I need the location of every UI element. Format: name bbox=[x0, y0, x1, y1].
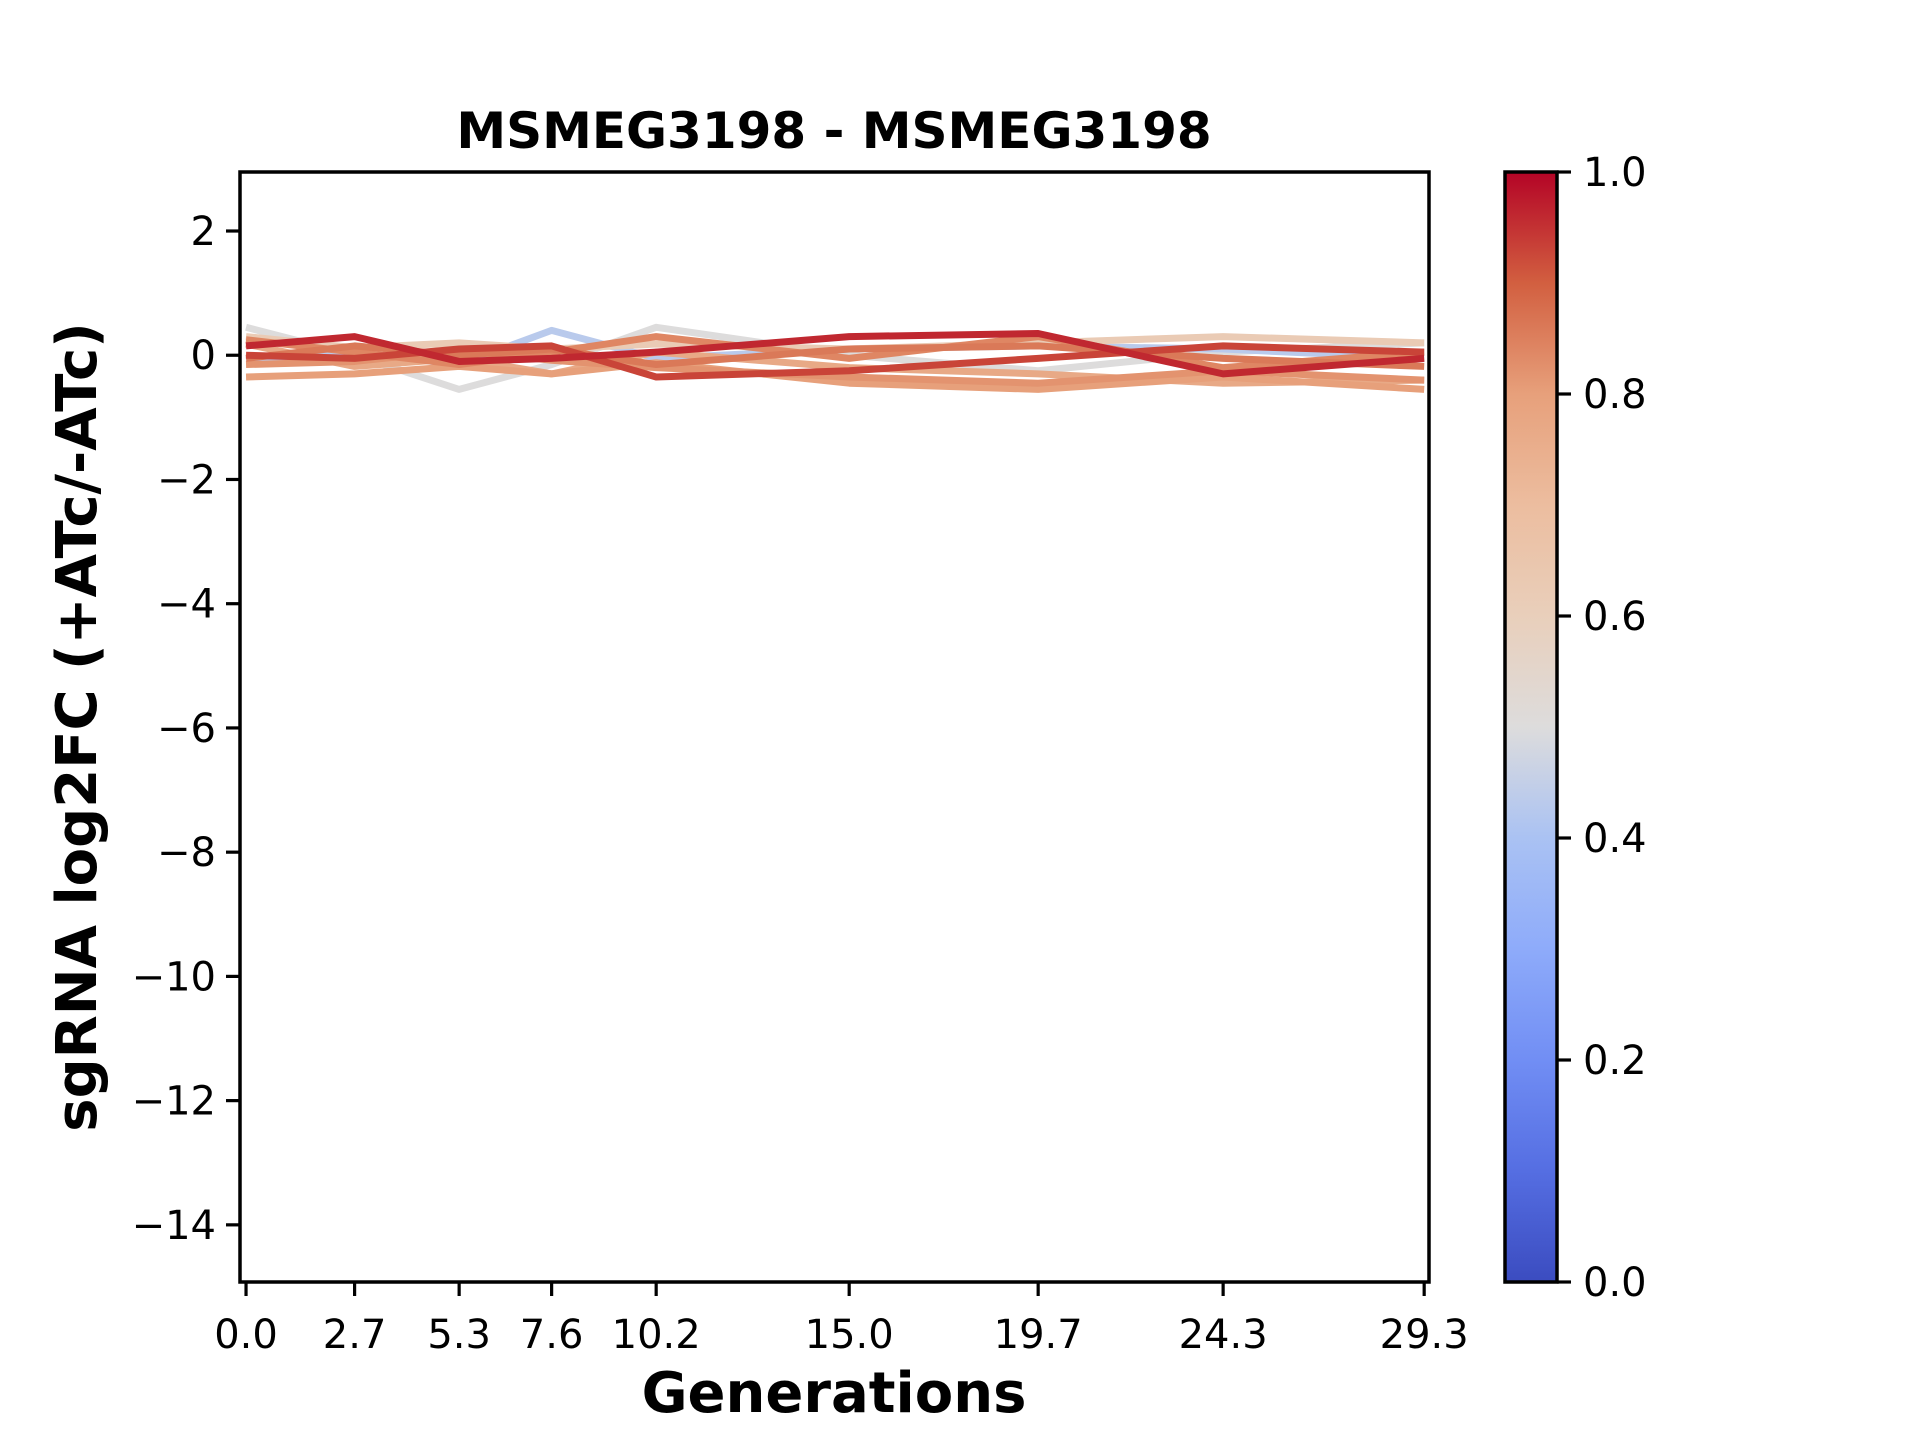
x-tick-label: 15.0 bbox=[805, 1312, 894, 1358]
x-tick-label: 10.2 bbox=[612, 1312, 701, 1358]
x-tick-label: 24.3 bbox=[1179, 1312, 1268, 1358]
colorbar-tick-label: 0.2 bbox=[1583, 1038, 1647, 1084]
sgrna-line-line-10 bbox=[245, 329, 1425, 378]
sgrna-line-line-8 bbox=[245, 342, 1425, 370]
colorbar-tick-label: 0.6 bbox=[1583, 594, 1647, 640]
x-axis-label: Generations bbox=[642, 1361, 1027, 1426]
y-tick-label: −4 bbox=[157, 582, 216, 628]
sgrna-line-line-9 bbox=[245, 342, 1425, 381]
y-tick-label: 0 bbox=[191, 333, 216, 379]
y-axis: 2 0 −2 −4 −6 −8 −10 −12 −14 bbox=[132, 209, 240, 1249]
x-tick-label: 29.3 bbox=[1380, 1312, 1469, 1358]
y-tick-label: −2 bbox=[157, 457, 216, 503]
plot-lines bbox=[245, 323, 1425, 393]
x-tick-label: 19.7 bbox=[994, 1312, 1083, 1358]
y-tick-label: −10 bbox=[132, 954, 216, 1000]
y-tick-label: −8 bbox=[157, 830, 216, 876]
y-tick-label: −6 bbox=[157, 706, 216, 752]
colorbar-swatch bbox=[1505, 172, 1557, 1282]
colorbar-frame bbox=[1503, 170, 1559, 1284]
colorbar-tick-label: 1.0 bbox=[1583, 150, 1647, 196]
colorbar-tick-label: 0.4 bbox=[1583, 816, 1647, 862]
y-tick-label: 2 bbox=[191, 209, 216, 255]
y-tick-label: −12 bbox=[132, 1079, 216, 1125]
x-tick-label: 0.0 bbox=[214, 1312, 278, 1358]
y-axis-label: sgRNA log2FC (+ATc/-ATc) bbox=[45, 322, 110, 1132]
x-tick-label: 2.7 bbox=[323, 1312, 387, 1358]
x-tick-label: 5.3 bbox=[427, 1312, 491, 1358]
x-axis: 0.0 2.7 5.3 7.6 10.2 15.0 19.7 24.3 29.3 bbox=[214, 1282, 1469, 1358]
colorbar: 0.0 0.2 0.4 0.6 0.8 1.0 bbox=[1503, 150, 1647, 1306]
y-tick-label: −14 bbox=[132, 1203, 216, 1249]
chart-title: MSMEG3198 - MSMEG3198 bbox=[456, 102, 1211, 160]
colorbar-tick-label: 0.0 bbox=[1583, 1260, 1647, 1306]
colorbar-tick-label: 0.8 bbox=[1583, 372, 1647, 418]
x-tick-label: 7.6 bbox=[520, 1312, 584, 1358]
